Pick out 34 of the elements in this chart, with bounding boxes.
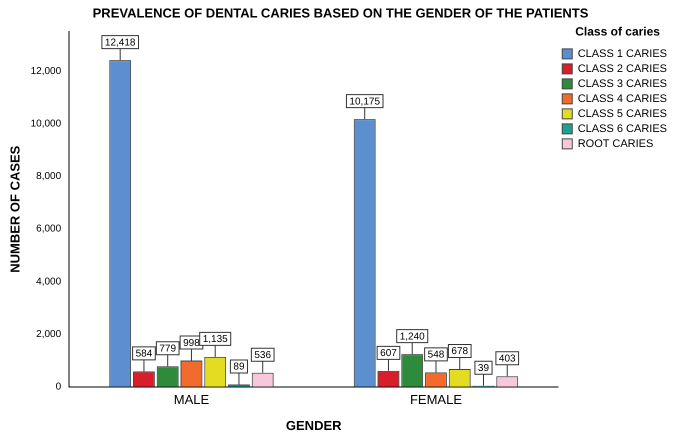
data-label: 536 [254,350,272,361]
y-tick-label: 12,000 [30,66,62,77]
data-label: 10,175 [349,96,380,108]
data-label: 607 [380,348,398,360]
data-label: 584 [136,348,153,360]
legend-title: Class of caries [575,24,660,38]
x-axis-title: GENDER [286,418,342,433]
x-tick-label: MALE [174,392,210,408]
legend-label: CLASS 6 CARIES [578,122,668,135]
legend-label: CLASS 5 CARIES [578,108,668,120]
data-label: 548 [428,350,445,361]
data-label: 39 [478,363,490,374]
chart-title: PREVALENCE OF DENTAL CARIES BASED ON THE GENDER OF THE PATIENTS [92,5,589,20]
y-axis-title: NUMBER OF CASES [7,145,22,273]
legend-label: CLASS 3 CARIES [578,78,668,90]
legend-label: ROOT CARIES [578,138,654,150]
data-label: 678 [451,346,469,358]
data-label: 89 [233,362,245,373]
y-tick-label: 0 [56,382,62,393]
y-tick-label: 2,000 [36,328,62,340]
data-label: 12,418 [104,37,136,48]
y-tick-label: 4,000 [36,276,62,288]
data-label: 403 [498,353,516,364]
y-tick-label: 10,000 [30,118,62,130]
data-label: 779 [159,344,176,355]
data-label: 1,135 [202,334,228,346]
legend-label: CLASS 1 CARIES [578,48,668,60]
data-label: 998 [183,338,200,349]
x-tick-label: FEMALE [410,392,462,408]
legend-label: CLASS 2 CARIES [578,62,668,75]
y-tick-label: 6,000 [36,224,62,235]
legend-label: CLASS 4 CARIES [578,92,668,105]
y-tick-label: 8,000 [36,171,62,182]
data-label: 1,240 [400,331,426,342]
